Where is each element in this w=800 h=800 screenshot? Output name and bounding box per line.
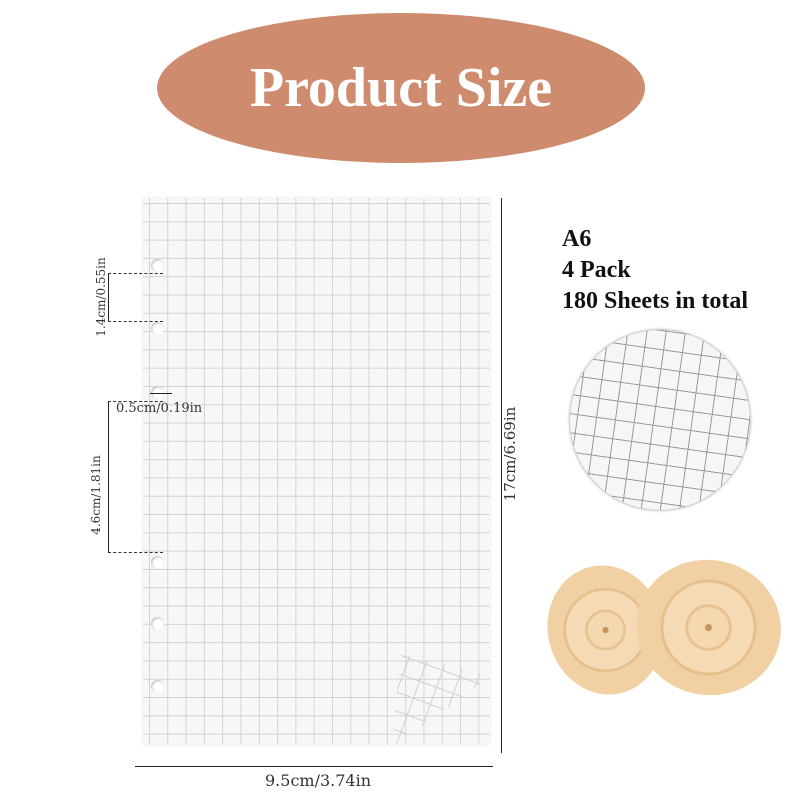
height-arrow [501,198,502,753]
spec-sheets: 180 Sheets in total [562,288,748,314]
grid-paper-sheet [143,198,491,748]
specs-list: A6 4 Pack 180 Sheets in total [562,224,748,317]
title-banner: Product Size [157,13,645,163]
punch-hole [151,259,164,272]
page-curl [391,653,491,748]
punch-hole [151,617,164,630]
spec-pack: 4 Pack [562,257,631,283]
width-label: 9.5cm/3.74in [265,771,372,790]
dimension-arrow [108,274,109,321]
punch-hole [151,556,164,569]
hole-spacing-large-label: 4.6cm/1.81in [89,455,103,535]
dimension-guide [108,273,163,274]
dimension-guide [108,552,163,553]
grid-closeup-circle [570,330,750,510]
hole-spacing-small-label: 1.4cm/0.55in [94,257,108,337]
width-arrow [135,766,493,767]
wood-slice-decoration [625,548,792,707]
height-label: 17cm/6.69in [501,406,519,502]
title: Product Size [249,57,553,119]
dimension-guide [108,321,163,322]
dimension-guide [108,401,163,402]
dimension-arrow [150,393,172,394]
punch-hole [151,386,164,399]
dimension-arrow [108,402,109,552]
hole-diameter-label: 0.5cm/0.19in [116,401,203,416]
punch-hole [151,322,164,335]
punch-hole [151,680,164,693]
spec-size: A6 [562,226,592,252]
